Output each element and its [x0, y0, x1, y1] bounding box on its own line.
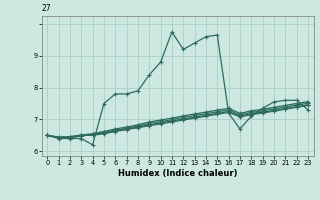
- Text: 27: 27: [42, 4, 51, 13]
- X-axis label: Humidex (Indice chaleur): Humidex (Indice chaleur): [118, 169, 237, 178]
